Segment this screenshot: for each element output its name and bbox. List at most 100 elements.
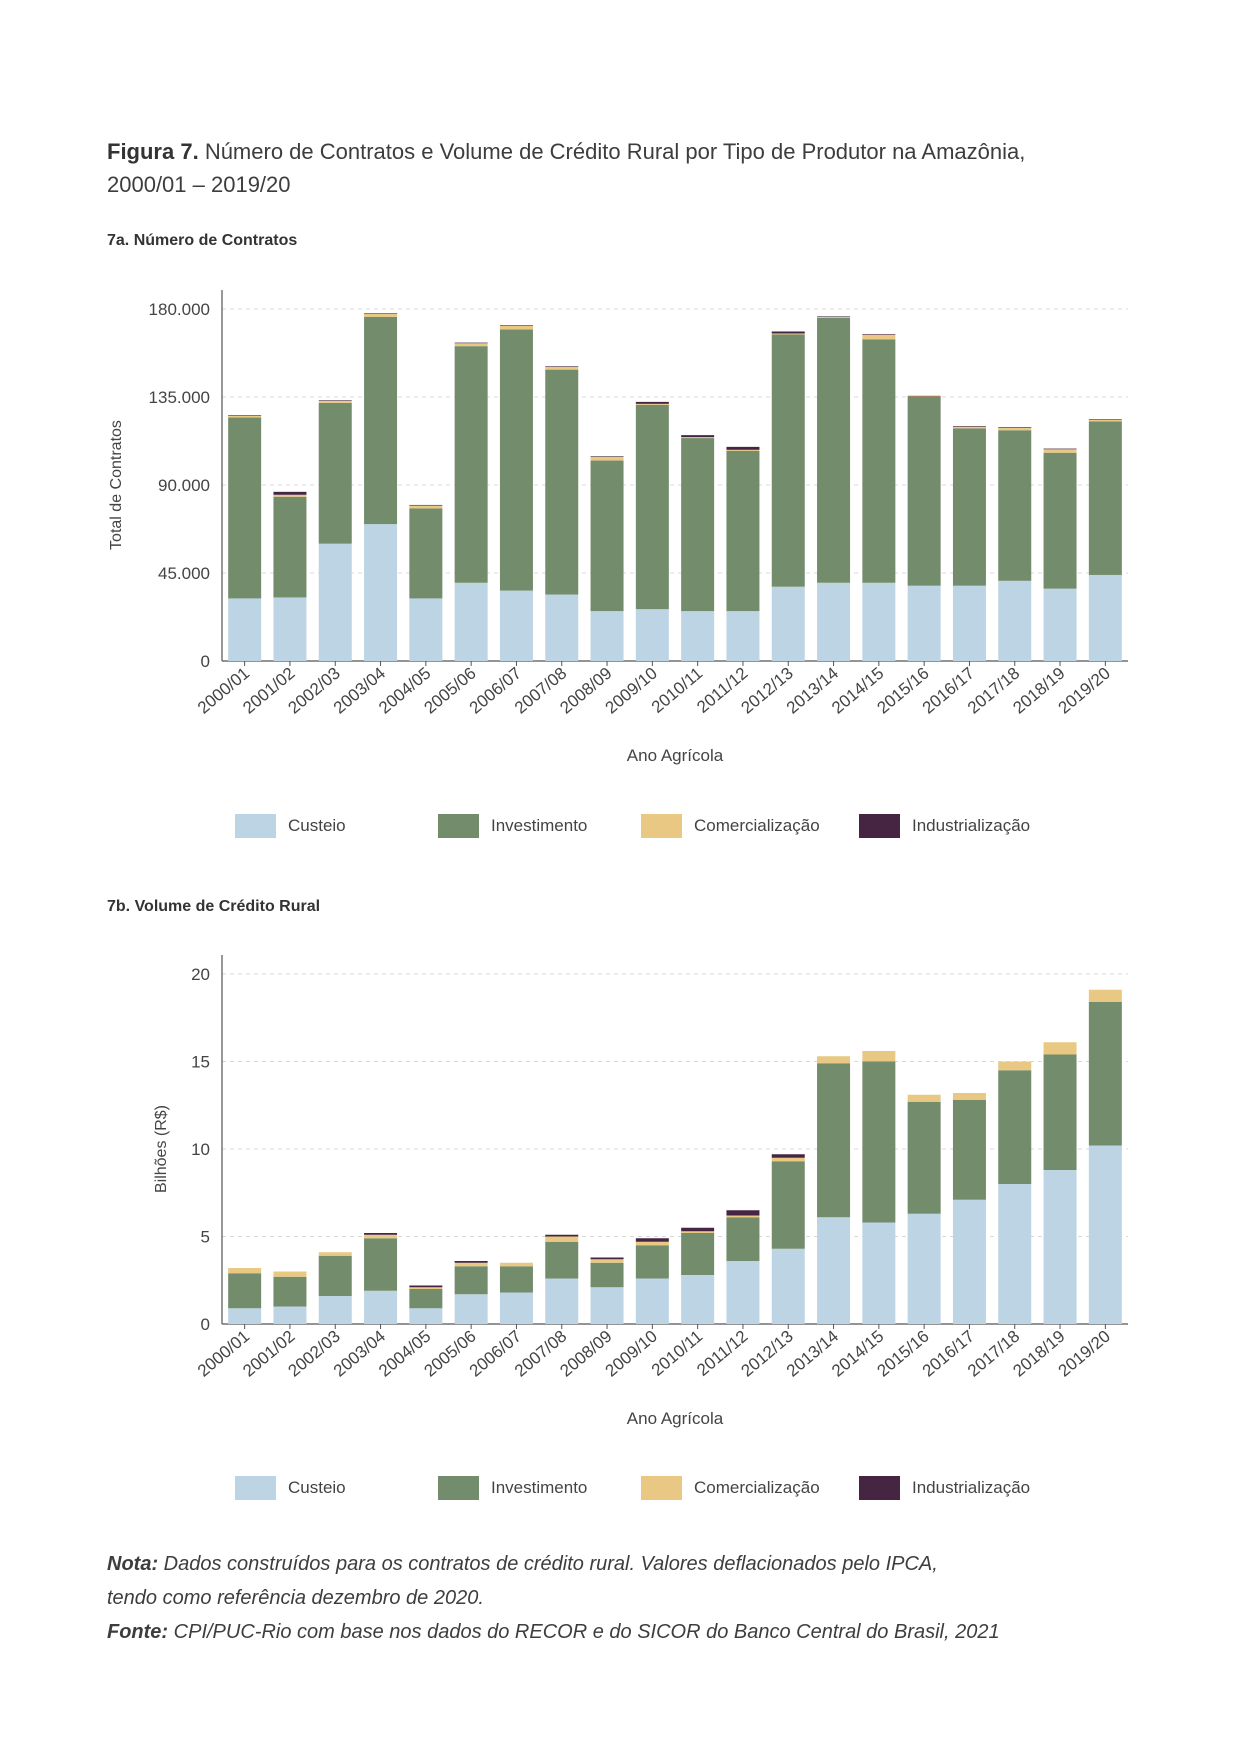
chart-a-bar-comercializacao-2005-06 bbox=[454, 343, 488, 347]
chart-b-bar-comercializacao-2017-18 bbox=[998, 1061, 1032, 1071]
chart-a-title: 7a. Número de Contratos bbox=[107, 232, 298, 249]
chart-b-legend-item-custeio: Custeio bbox=[235, 1476, 438, 1500]
chart-a-bar-industrializacao-2019-20 bbox=[1088, 419, 1122, 420]
chart-a-legend-item-investimento: Investimento bbox=[438, 814, 641, 838]
chart-a-bar-investimento-2008-09 bbox=[590, 460, 624, 612]
chart-b-bar-investimento-2007-08 bbox=[545, 1241, 579, 1279]
chart-b-legend-item-investimento: Investimento bbox=[438, 1476, 641, 1500]
chart-a-bar-comercializacao-2013-14 bbox=[817, 316, 851, 318]
chart-b-bar-investimento-2014-15 bbox=[862, 1061, 896, 1223]
chart-b-legend-swatch bbox=[641, 1476, 682, 1500]
chart-b-bar-comercializacao-2012-13 bbox=[771, 1157, 805, 1162]
chart-b-bar-custeio-2010-11 bbox=[681, 1275, 715, 1324]
chart-a-bar-investimento-2013-14 bbox=[817, 317, 851, 583]
chart-a-bar-investimento-2006-07 bbox=[499, 329, 533, 591]
chart-a-bar-industrializacao-2005-06 bbox=[454, 342, 488, 344]
chart-a-bar-industrializacao-2018-19 bbox=[1043, 448, 1077, 450]
chart-b-xtick-label: 2009/10 bbox=[602, 1327, 661, 1381]
chart-a-bar-custeio-2015-16 bbox=[907, 585, 941, 661]
chart-b-bar-custeio-2014-15 bbox=[862, 1222, 896, 1324]
chart-a-bar-investimento-2007-08 bbox=[545, 369, 579, 595]
chart-a-bar-custeio-2003-04 bbox=[364, 524, 398, 661]
chart-b-bar-comercializacao-2018-19 bbox=[1043, 1042, 1077, 1055]
figure-title-line1: Número de Contratos e Volume de Crédito … bbox=[204, 139, 1026, 164]
chart-a-legend-label: Comercialização bbox=[694, 816, 820, 835]
chart-a-bar-investimento-2012-13 bbox=[771, 334, 805, 587]
chart-b-bar-custeio-2002-03 bbox=[318, 1296, 352, 1324]
chart-a-bar-industrializacao-2009-10 bbox=[635, 401, 669, 404]
chart-b-bar-comercializacao-2013-14 bbox=[817, 1056, 851, 1064]
chart-a-bar-industrializacao-2001-02 bbox=[273, 491, 307, 495]
chart-b-bar-custeio-2013-14 bbox=[817, 1217, 851, 1324]
chart-b-bar-industrializacao-2008-09 bbox=[590, 1257, 624, 1260]
chart-a-bar-comercializacao-2019-20 bbox=[1088, 419, 1122, 422]
chart-b-bar-custeio-2009-10 bbox=[635, 1278, 669, 1324]
chart-b-legend-item-comercializacao: Comercialização bbox=[641, 1476, 859, 1500]
chart-a-bar-investimento-2003-04 bbox=[364, 316, 398, 525]
chart-b-bar-industrializacao-2010-11 bbox=[681, 1227, 715, 1232]
chart-b-bar-custeio-2008-09 bbox=[590, 1287, 624, 1324]
chart-a-legend-label: Custeio bbox=[288, 816, 346, 835]
chart-a-bar-custeio-2007-08 bbox=[545, 594, 579, 661]
chart-a-bar-investimento-2009-10 bbox=[635, 404, 669, 610]
chart-a-bar-custeio-2008-09 bbox=[590, 611, 624, 661]
nota-text-line1: Dados construídos para os contratos de c… bbox=[163, 1553, 938, 1575]
chart-b-bar-investimento-2008-09 bbox=[590, 1262, 624, 1288]
chart-b-bar-comercializacao-2006-07 bbox=[499, 1262, 533, 1267]
chart-b-bar-investimento-2017-18 bbox=[998, 1070, 1032, 1184]
chart-a-bar-comercializacao-2000-01 bbox=[228, 415, 262, 418]
chart-b-bar-investimento-2004-05 bbox=[409, 1289, 443, 1309]
chart-b-bar-investimento-2010-11 bbox=[681, 1233, 715, 1275]
chart-a-bar-investimento-2017-18 bbox=[998, 430, 1032, 581]
chart-b-legend-swatch bbox=[438, 1476, 479, 1500]
chart-a-bar-custeio-2018-19 bbox=[1043, 588, 1077, 661]
chart-b-bar-industrializacao-2012-13 bbox=[771, 1154, 805, 1158]
chart-b-title: 7b. Volume de Crédito Rural bbox=[107, 898, 321, 915]
chart-a-bar-comercializacao-2004-05 bbox=[409, 505, 443, 509]
chart-b-bar-comercializacao-2010-11 bbox=[681, 1231, 715, 1233]
chart-a-legend-swatch bbox=[235, 814, 276, 838]
chart-a-bar-comercializacao-2003-04 bbox=[364, 313, 398, 317]
chart-a-bar-investimento-2005-06 bbox=[454, 346, 488, 583]
chart-b-bar-custeio-2012-13 bbox=[771, 1248, 805, 1324]
chart-a-bar-investimento-2001-02 bbox=[273, 496, 307, 598]
chart-b-bar-custeio-2015-16 bbox=[907, 1213, 941, 1324]
chart-b-bar-custeio-2019-20 bbox=[1088, 1145, 1122, 1324]
chart-a-ytick-label: 180.000 bbox=[149, 300, 210, 319]
chart-a-bar-investimento-2011-12 bbox=[726, 450, 760, 612]
chart-a-legend-swatch bbox=[438, 814, 479, 838]
chart-a-bar-comercializacao-2017-18 bbox=[998, 427, 1032, 431]
chart-a-bar-industrializacao-2010-11 bbox=[681, 435, 715, 438]
chart-b-bar-custeio-2017-18 bbox=[998, 1184, 1032, 1324]
chart-a-bar-custeio-2016-17 bbox=[952, 585, 986, 661]
chart-a-bar-custeio-2004-05 bbox=[409, 598, 443, 661]
chart-a-bar-custeio-2013-14 bbox=[817, 582, 851, 661]
chart-a-bar-industrializacao-2011-12 bbox=[726, 446, 760, 450]
chart-b-bar-custeio-2018-19 bbox=[1043, 1170, 1077, 1324]
chart-a-legend-item-industrializacao: Industrialização bbox=[859, 814, 1059, 838]
chart-a-y-axis-label: Total de Contratos bbox=[108, 420, 125, 550]
chart-a-bar-comercializacao-2007-08 bbox=[545, 366, 579, 370]
chart-a-bar-industrializacao-2007-08 bbox=[545, 366, 579, 367]
chart-a-bar-investimento-2010-11 bbox=[681, 438, 715, 612]
chart-a-bar-industrializacao-2002-03 bbox=[318, 400, 352, 401]
chart-b-bar-investimento-2001-02 bbox=[273, 1276, 307, 1307]
chart-a-bar-custeio-2010-11 bbox=[681, 611, 715, 661]
chart-b-bar-investimento-2005-06 bbox=[454, 1266, 488, 1295]
chart-b-bar-investimento-2016-17 bbox=[952, 1100, 986, 1200]
chart-a-legend-swatch bbox=[641, 814, 682, 838]
chart-b-ytick-label: 0 bbox=[201, 1315, 210, 1334]
chart-b-legend-label: Custeio bbox=[288, 1478, 346, 1497]
chart-a-bar-industrializacao-2004-05 bbox=[409, 504, 443, 506]
chart-a-bar-custeio-2002-03 bbox=[318, 543, 352, 661]
figure-title: Figura 7. Número de Contratos e Volume d… bbox=[107, 135, 1147, 201]
figure-title-line2: 2000/01 – 2019/20 bbox=[107, 172, 291, 197]
chart-b-bar-comercializacao-2007-08 bbox=[545, 1236, 579, 1242]
chart-b-bar-comercializacao-2014-15 bbox=[862, 1051, 896, 1062]
chart-b-legend-label: Comercialização bbox=[694, 1478, 820, 1497]
chart-a-bar-comercializacao-2011-12 bbox=[726, 449, 760, 451]
chart-b-bar-investimento-2011-12 bbox=[726, 1217, 760, 1261]
nota-text-line2: tendo como referência dezembro de 2020. bbox=[107, 1587, 484, 1609]
notes: Nota: Dados construídos para os contrato… bbox=[107, 1547, 1167, 1649]
chart-a-bar-comercializacao-2008-09 bbox=[590, 456, 624, 461]
